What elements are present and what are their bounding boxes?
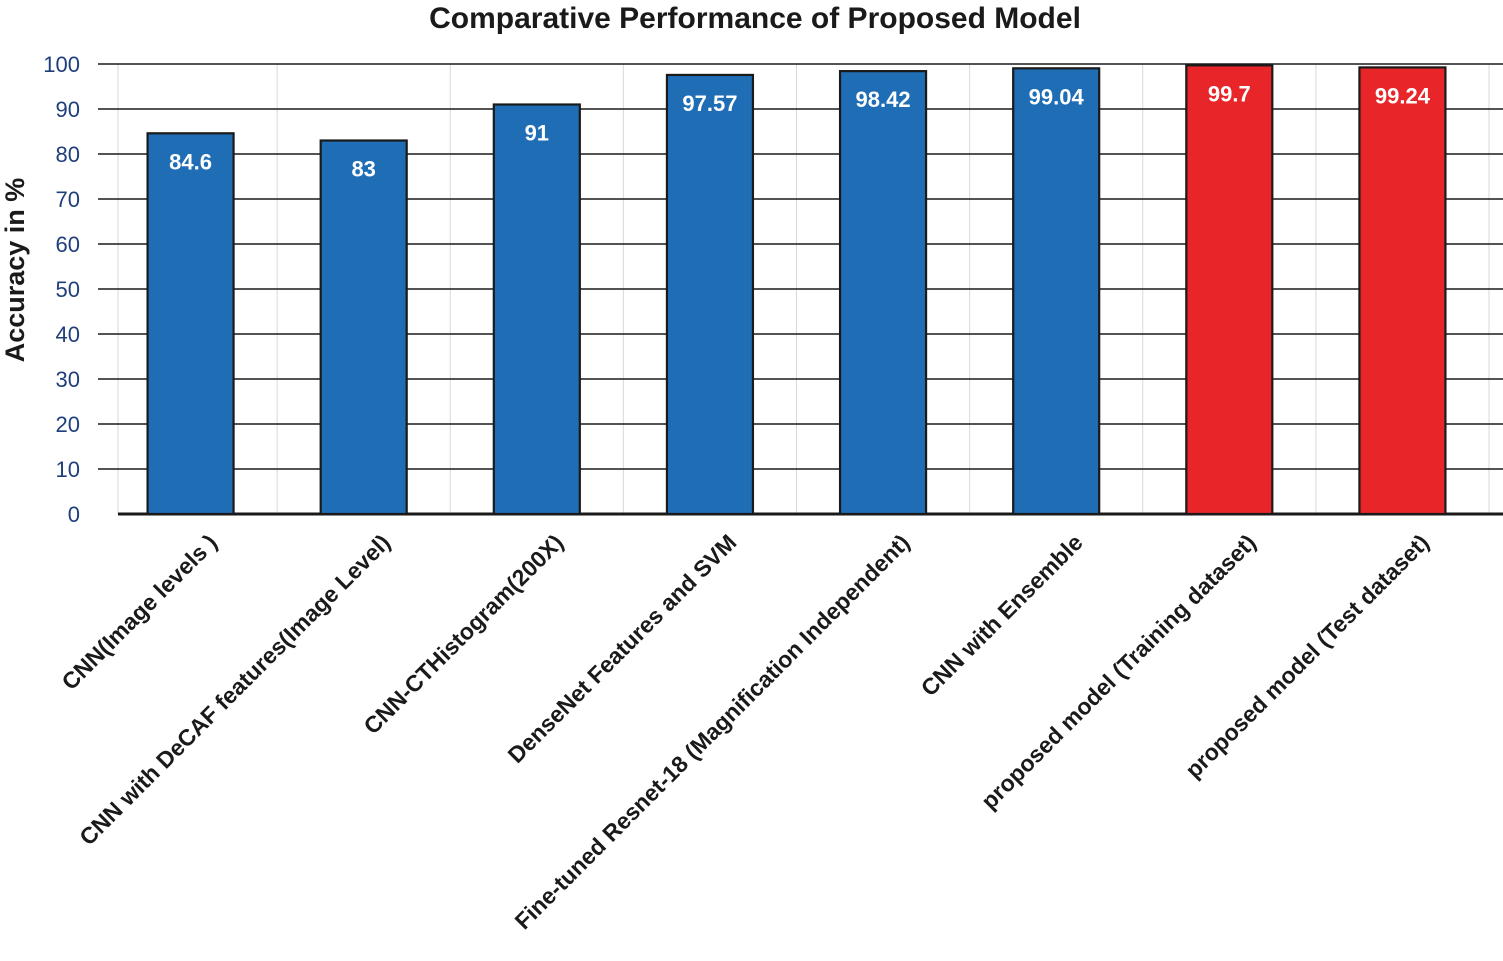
- y-tick-label: 90: [56, 97, 80, 122]
- x-tick-label-6: CNN with Ensemble: [916, 529, 1088, 701]
- bar-7: [1185, 64, 1274, 516]
- y-axis-label: Accuracy in %: [0, 178, 30, 363]
- data-label-7: 99.7: [1208, 81, 1251, 106]
- data-label-5: 98.42: [856, 87, 911, 112]
- x-tick-label-5: Fine-tuned Resnet-18 (Magnification Inde…: [509, 529, 914, 934]
- data-label-3: 91: [525, 121, 549, 146]
- y-tick-label: 0: [68, 502, 80, 527]
- bars: [146, 64, 1447, 516]
- bar-2: [319, 139, 408, 516]
- y-tick-label: 80: [56, 142, 80, 167]
- y-tick-label: 100: [43, 52, 80, 77]
- data-label-6: 99.04: [1029, 84, 1085, 109]
- bar-6: [1012, 67, 1101, 516]
- bar-5: [838, 70, 928, 516]
- data-labels: 84.6 83 91 97.57 98.42 99.04 99.7 99.24: [169, 81, 1431, 181]
- x-tick-label-3: CNN-CTHistogram(200X): [358, 529, 568, 739]
- y-tick-label: 50: [56, 277, 80, 302]
- y-tick-label: 70: [56, 187, 80, 212]
- chart-title: Comparative Performance of Proposed Mode…: [429, 2, 1081, 35]
- y-tick-label: 40: [56, 322, 80, 347]
- data-label-8: 99.24: [1375, 83, 1431, 108]
- x-tick-label-1: CNN(Image levels ): [56, 529, 222, 695]
- bar-8: [1358, 66, 1447, 516]
- y-tick-label: 10: [56, 457, 80, 482]
- data-label-1: 84.6: [169, 149, 212, 174]
- y-tick-label: 60: [56, 232, 80, 257]
- gridlines: [98, 63, 1503, 516]
- bar-4: [665, 73, 755, 516]
- data-label-2: 83: [351, 157, 375, 182]
- y-tick-label: 20: [56, 412, 80, 437]
- bar-3: [492, 103, 581, 516]
- x-tick-label-7: proposed model (Training dataset): [976, 529, 1261, 814]
- x-tick-label-2: CNN with DeCAF features(Image Level): [74, 529, 395, 850]
- bar-1: [146, 132, 235, 516]
- data-label-4: 97.57: [682, 91, 737, 116]
- y-tick-label: 30: [56, 367, 80, 392]
